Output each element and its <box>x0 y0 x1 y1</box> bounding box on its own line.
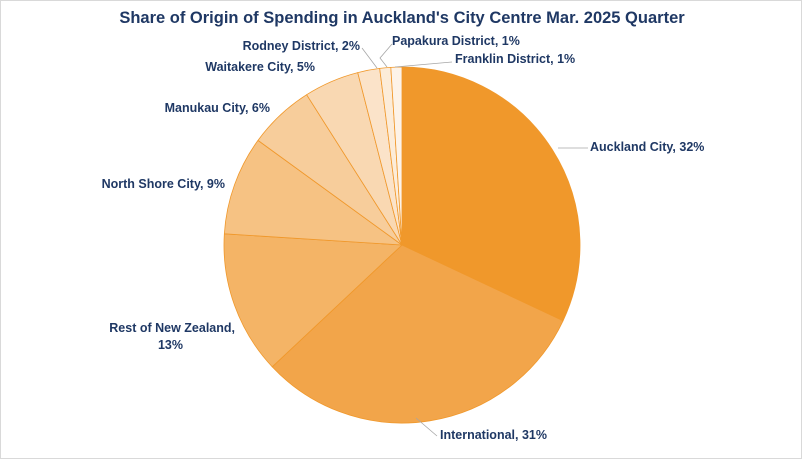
data-label-north-shore-city: North Shore City, 9% <box>102 177 225 191</box>
data-label-line: Waitakere City, 5% <box>205 60 315 74</box>
data-label-papakura-district: Papakura District, 1% <box>392 34 520 48</box>
data-label-line: Rodney District, 2% <box>243 39 360 53</box>
data-label-line: International, 31% <box>440 428 547 442</box>
data-label-rodney-district: Rodney District, 2% <box>243 39 360 53</box>
data-label-waitakere-city: Waitakere City, 5% <box>205 60 315 74</box>
data-label-line: Rest of New Zealand, <box>109 321 235 335</box>
data-label-line: Franklin District, 1% <box>455 52 575 66</box>
data-label-international: International, 31% <box>440 428 547 442</box>
data-label-line: Auckland City, 32% <box>590 140 704 154</box>
data-label-line: North Shore City, 9% <box>102 177 225 191</box>
leader-line-papakura-district <box>379 43 393 68</box>
pie-slice-international <box>271 244 564 424</box>
pie-slice-auckland-city <box>401 66 581 322</box>
chart-title: Share of Origin of Spending in Auckland'… <box>119 9 685 27</box>
data-label-rest-of-new-zealand: Rest of New Zealand, 13% <box>109 321 235 352</box>
data-label-manukau-city: Manukau City, 6% <box>165 101 270 115</box>
leader-line-international <box>415 417 438 437</box>
pie-slice-rest-of-new-zealand <box>223 233 403 368</box>
pie-slice-north-shore-city <box>223 139 403 246</box>
data-label-line: 13% <box>158 338 183 352</box>
data-label-auckland-city: Auckland City, 32% <box>590 140 704 154</box>
leader-line-franklin-district <box>394 61 453 68</box>
data-label-line: Papakura District, 1% <box>392 34 520 48</box>
data-label-franklin-district: Franklin District, 1% <box>455 52 575 66</box>
leader-line-rodney-district <box>361 47 378 69</box>
data-label-line: Manukau City, 6% <box>165 101 270 115</box>
